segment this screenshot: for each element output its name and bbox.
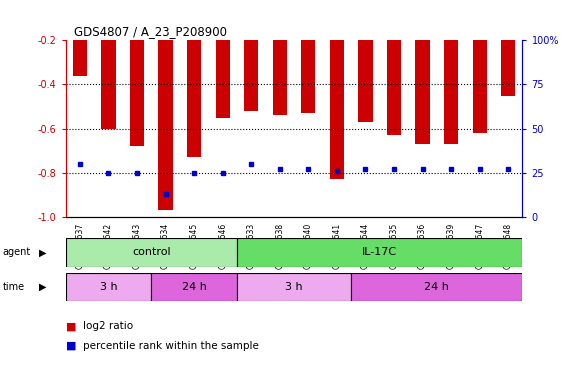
Bar bbox=[216, 40, 230, 118]
Text: 3 h: 3 h bbox=[100, 282, 117, 292]
Text: percentile rank within the sample: percentile rank within the sample bbox=[83, 341, 259, 351]
Text: ▶: ▶ bbox=[39, 282, 46, 292]
Text: 24 h: 24 h bbox=[182, 282, 207, 292]
Text: GDS4807 / A_23_P208900: GDS4807 / A_23_P208900 bbox=[74, 25, 227, 38]
Bar bbox=[187, 40, 202, 157]
Text: ▶: ▶ bbox=[39, 247, 46, 258]
Bar bbox=[473, 40, 486, 133]
Text: IL-17C: IL-17C bbox=[362, 247, 397, 258]
Text: agent: agent bbox=[3, 247, 31, 258]
Bar bbox=[66, 238, 237, 267]
Bar bbox=[237, 238, 522, 267]
Bar bbox=[501, 40, 515, 96]
Text: 24 h: 24 h bbox=[424, 282, 449, 292]
Bar bbox=[237, 273, 351, 301]
Bar bbox=[73, 40, 87, 76]
Bar bbox=[330, 40, 344, 179]
Bar bbox=[130, 40, 144, 146]
Bar bbox=[351, 273, 522, 301]
Bar bbox=[244, 40, 258, 111]
Text: 3 h: 3 h bbox=[286, 282, 303, 292]
Bar bbox=[416, 40, 430, 144]
Bar bbox=[66, 273, 151, 301]
Text: ■: ■ bbox=[66, 321, 76, 331]
Text: ■: ■ bbox=[66, 341, 76, 351]
Bar bbox=[159, 40, 173, 210]
Bar bbox=[359, 40, 372, 122]
Bar bbox=[444, 40, 458, 144]
Bar bbox=[301, 40, 315, 113]
Text: time: time bbox=[3, 282, 25, 292]
Bar bbox=[102, 40, 116, 129]
Text: log2 ratio: log2 ratio bbox=[83, 321, 133, 331]
Bar bbox=[151, 273, 237, 301]
Bar bbox=[387, 40, 401, 135]
Bar bbox=[273, 40, 287, 116]
Text: control: control bbox=[132, 247, 171, 258]
